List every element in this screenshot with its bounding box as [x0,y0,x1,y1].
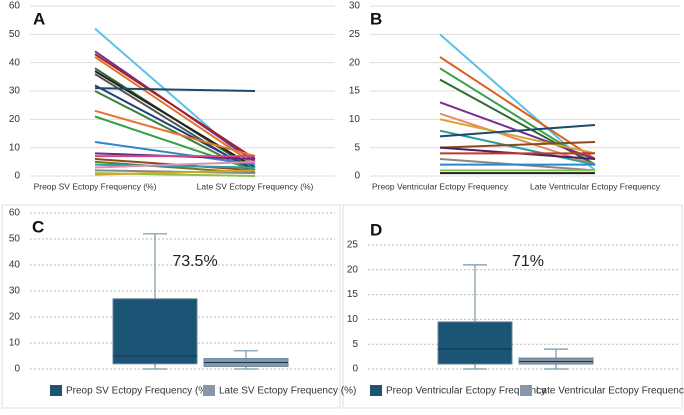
panel-label: C [32,217,44,236]
y-tick-label: 30 [349,1,361,12]
series-line [94,160,256,169]
y-tick-label: 10 [347,314,359,325]
series-line [439,124,596,138]
legend-swatch [50,385,62,396]
y-tick-label: 40 [9,260,21,271]
y-tick-label: 15 [347,289,359,300]
y-tick-label: 20 [349,57,361,68]
legend-label: Late SV Ectopy Frequency (%) [219,386,356,397]
series-line [94,169,256,176]
series-line [94,87,256,92]
series-line [439,129,596,166]
panel-frame [342,204,683,409]
y-tick-label: 20 [9,312,21,323]
y-tick-label: 0 [354,171,360,182]
series-line [94,90,256,175]
series-line [439,141,596,149]
box [112,298,198,365]
panel-frame [1,204,341,409]
x-tick-label: Late SV Ectopy Frequency (%) [197,181,314,191]
y-tick-label: 5 [352,339,358,350]
y-tick-label: 25 [349,29,361,40]
x-tick-label: Preop Ventricular Ectopy Frequency [372,181,509,191]
y-tick-label: 0 [352,364,358,375]
series-line [94,56,256,166]
y-tick-label: 30 [9,286,21,297]
panel-label: D [370,220,382,239]
y-tick-label: 15 [349,86,361,97]
legend-label: Late Ventricular Ectopy Frequency [536,386,684,397]
legend-swatch [370,385,382,396]
annotation: 73.5% [172,253,217,270]
series-line [94,109,256,158]
series-line [94,70,256,169]
series-line [439,118,596,155]
series-line [94,163,256,169]
series-line [94,53,256,160]
y-tick-label: 10 [9,338,21,349]
y-tick-label: 5 [354,142,360,153]
legend-label: Preop SV Ectopy Frequency (%) [66,386,211,397]
x-tick-label: Late Ventricular Ectopy Frequency [530,181,661,191]
y-tick-label: 60 [9,208,21,219]
y-tick-label: 0 [14,171,20,182]
y-tick-label: 50 [9,234,21,245]
y-tick-label: 30 [9,86,21,97]
series-line [94,141,256,166]
legend-swatch [520,385,532,396]
legend-label: Preop Ventricular Ectopy Frequency [386,386,546,397]
y-tick-label: 20 [9,114,21,125]
y-tick-label: 0 [14,364,20,375]
y-tick-label: 40 [9,57,21,68]
box [437,321,513,365]
panel-label: B [370,9,382,28]
y-tick-label: 20 [347,264,359,275]
y-tick-label: 25 [347,240,359,251]
annotation: 71% [512,253,544,270]
panel-label: A [33,9,45,28]
legend-swatch [203,385,215,396]
x-tick-label: Preop SV Ectopy Frequency (%) [34,181,157,191]
y-tick-label: 50 [9,29,21,40]
y-tick-label: 10 [9,142,21,153]
y-tick-label: 60 [9,1,21,12]
y-tick-label: 10 [349,114,361,125]
